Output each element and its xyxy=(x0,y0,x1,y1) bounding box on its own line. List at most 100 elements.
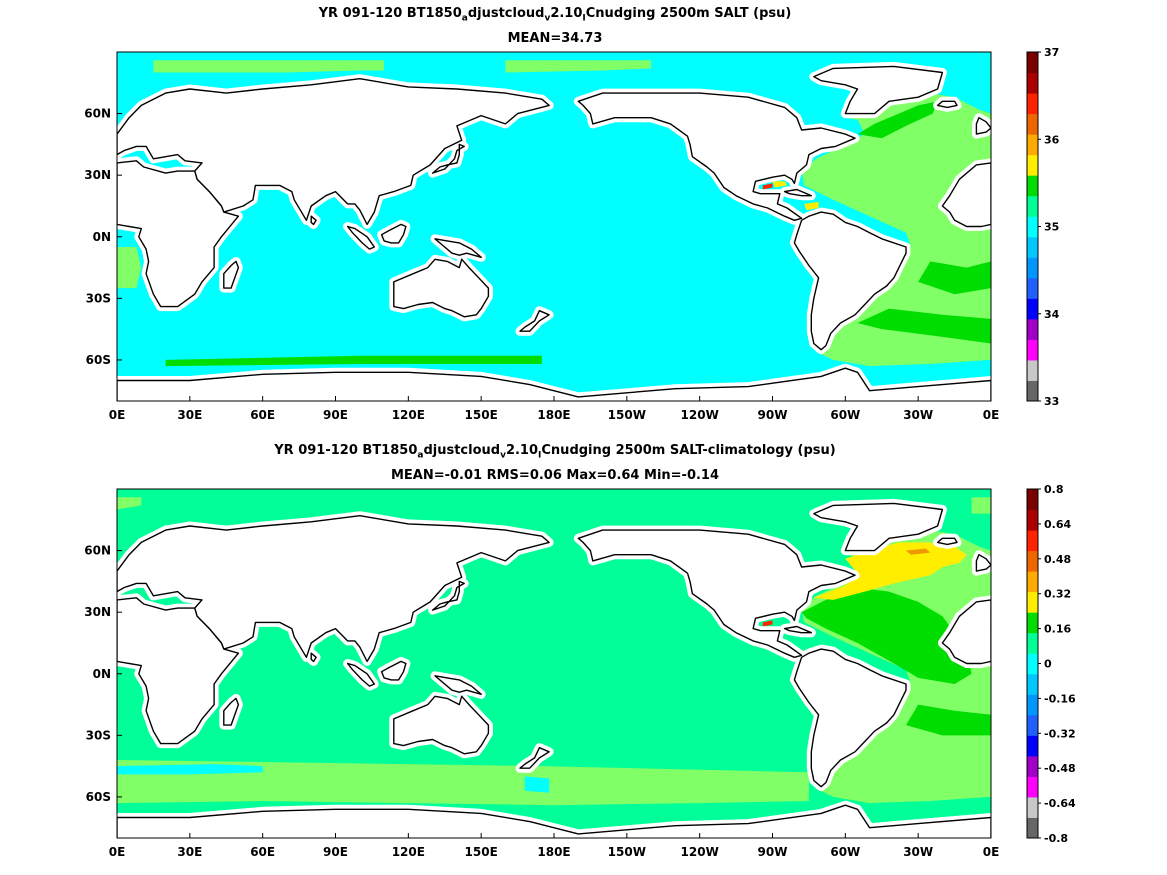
x-tick-label: 0E xyxy=(983,408,1000,422)
ocean-region xyxy=(971,497,991,514)
coastline-namerica xyxy=(577,529,856,658)
coastline-africa xyxy=(117,160,240,308)
coastline-iceland xyxy=(936,537,958,546)
colorbar-swatch xyxy=(1027,591,1038,613)
panel1-title-sub: I xyxy=(582,13,586,24)
y-tick-label: 60N xyxy=(84,107,111,121)
panel1-title-part: YR 091-120 BT1850 xyxy=(318,6,462,21)
ocean-region xyxy=(153,60,385,73)
colorbar-label: 36 xyxy=(1044,133,1060,146)
x-tick-label: 120W xyxy=(681,845,719,859)
ocean-region xyxy=(857,101,938,139)
colorbar-swatch xyxy=(1027,530,1038,552)
x-tick-label: 120E xyxy=(392,845,425,859)
panel2-title: YR 091-120 BT1850adjustcloudv2.10ICnudgi… xyxy=(0,443,1110,461)
colorbar-swatch xyxy=(1027,195,1038,217)
colorbar-swatch xyxy=(1027,632,1038,654)
coastline-madagascar xyxy=(223,260,240,289)
colorbar-swatch xyxy=(1027,776,1038,798)
panel1-title-sub: a xyxy=(461,13,468,24)
coastline-nz xyxy=(519,310,550,332)
colorbar-label: 0 xyxy=(1044,658,1052,671)
ocean-region xyxy=(165,355,542,367)
colorbar-swatch xyxy=(1027,257,1038,279)
colorbar-swatch xyxy=(1027,113,1038,135)
coastline-antarctica xyxy=(117,804,991,838)
coastline-australia xyxy=(393,695,490,755)
colorbar-label: 33 xyxy=(1044,395,1059,408)
colorbar-label: 0.48 xyxy=(1044,553,1071,566)
y-tick-label: 60S xyxy=(86,353,111,367)
x-tick-label: 30E xyxy=(177,408,202,422)
colorbar-swatch xyxy=(1027,236,1038,258)
x-tick-label: 0E xyxy=(983,845,1000,859)
colorbar-swatch xyxy=(1027,817,1038,839)
colorbar-swatch xyxy=(1027,694,1038,716)
ocean-region xyxy=(762,620,773,627)
panel2-title-sub: I xyxy=(538,450,542,461)
coastline-antarctica xyxy=(117,367,991,401)
x-tick-label: 60E xyxy=(250,845,275,859)
x-tick-label: 150W xyxy=(608,408,646,422)
colorbar-label: -0.16 xyxy=(1044,692,1076,705)
coastline-sumatra xyxy=(346,662,375,687)
x-tick-label: 90E xyxy=(323,408,348,422)
colorbar-swatch xyxy=(1027,277,1038,299)
colorbar-label: -0.32 xyxy=(1044,727,1076,740)
y-tick-label: 60N xyxy=(84,544,111,558)
coastline-borneo xyxy=(380,223,407,244)
colorbar-swatch xyxy=(1027,550,1038,572)
ocean-region xyxy=(804,201,819,211)
x-tick-label: 120W xyxy=(681,408,719,422)
x-tick-label: 150E xyxy=(465,845,498,859)
colorbar-swatch xyxy=(1027,653,1038,675)
ocean-region xyxy=(906,548,931,555)
ocean-region xyxy=(772,181,788,188)
ocean-region xyxy=(524,776,550,793)
colorbar-label: 0.8 xyxy=(1044,483,1064,496)
ocean-region xyxy=(813,542,967,600)
colorbar-label: 0.64 xyxy=(1044,518,1071,531)
colorbar-label: -0.48 xyxy=(1044,762,1076,775)
y-tick-label: 60S xyxy=(86,790,111,804)
colorbar-label: -0.64 xyxy=(1044,797,1076,810)
ocean-region xyxy=(918,261,991,295)
colorbar-label: 0.32 xyxy=(1044,588,1071,601)
panel1-stats: MEAN=34.73 xyxy=(507,31,603,46)
panel2-stats: MEAN=-0.01 RMS=0.06 Max=0.64 Min=-0.14 xyxy=(390,468,720,483)
colorbar-swatch xyxy=(1027,714,1038,736)
colorbar-swatch xyxy=(1027,175,1038,197)
coastline-india_ceylon xyxy=(310,215,317,226)
colorbar-swatch xyxy=(1027,93,1038,115)
colorbar-swatch xyxy=(1027,380,1038,402)
colorbar-label: 0.16 xyxy=(1044,623,1071,636)
x-tick-label: 60W xyxy=(830,408,860,422)
colorbar-label: 34 xyxy=(1044,308,1060,321)
coastline-samerica xyxy=(793,648,907,788)
panel1-title-part: 2.10 xyxy=(550,6,583,21)
ocean-region xyxy=(801,587,972,684)
coastline-cuba xyxy=(783,625,812,634)
colorbar-swatch xyxy=(1027,735,1038,757)
x-tick-label: 0E xyxy=(109,408,126,422)
panel2-title-sub: a xyxy=(417,450,424,461)
colorbar-swatch xyxy=(1027,318,1038,340)
coastline-australia xyxy=(393,258,490,318)
y-tick-label: 30N xyxy=(84,168,111,182)
coastline-japan xyxy=(431,580,465,611)
colorbar-swatch xyxy=(1027,359,1038,381)
ocean-region xyxy=(762,183,773,190)
colorbar-swatch xyxy=(1027,134,1038,156)
colorbar-label: 35 xyxy=(1044,221,1059,234)
x-tick-label: 180E xyxy=(537,408,570,422)
colorbar-swatch xyxy=(1027,52,1038,74)
colorbar-swatch xyxy=(1027,216,1038,238)
x-tick-label: 150E xyxy=(465,408,498,422)
coastline-namerica xyxy=(577,92,856,222)
panel2-title-part: Cnudging 2500m SALT-climatology (psu) xyxy=(541,443,836,458)
colorbar-swatch xyxy=(1027,509,1038,531)
x-tick-label: 60E xyxy=(250,408,275,422)
colorbar-label: 37 xyxy=(1044,46,1059,59)
coastline-newguinea xyxy=(434,675,482,695)
colorbar-swatch xyxy=(1027,612,1038,634)
